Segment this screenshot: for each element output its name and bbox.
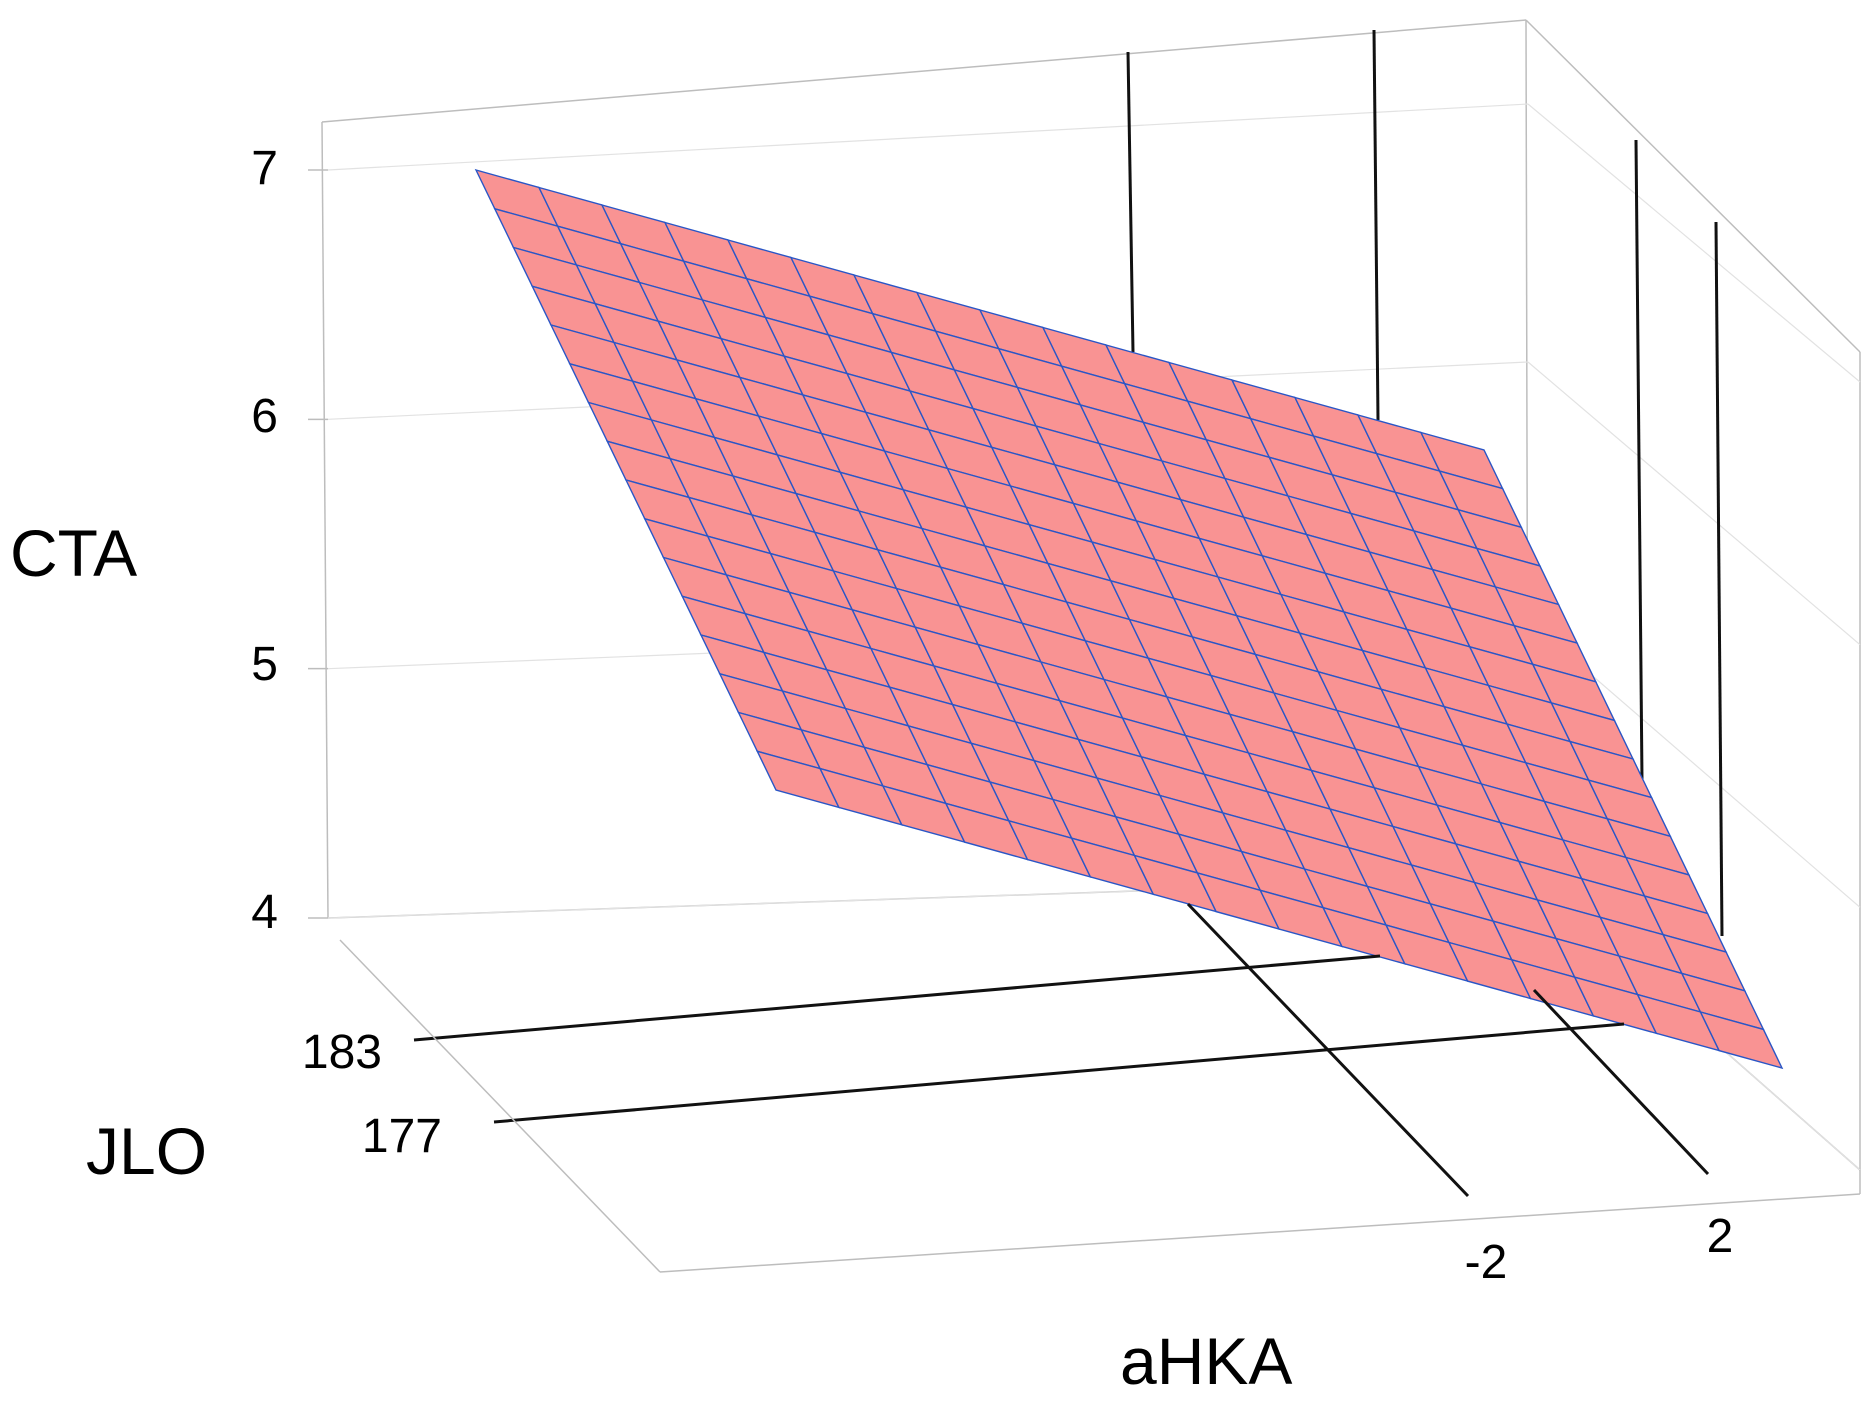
reference-line — [1532, 988, 1710, 1176]
plot-box-front — [339, 939, 1861, 1273]
box-edge — [1525, 19, 1861, 353]
reference-line — [1714, 221, 1724, 937]
z-gridline — [1527, 361, 1861, 646]
y-axis-label: JLO — [86, 1114, 207, 1188]
x-tick-label: -2 — [1465, 1236, 1508, 1289]
z-gridline — [327, 103, 1529, 171]
box-edge — [659, 1193, 1861, 1273]
x-tick-label: 2 — [1707, 1210, 1734, 1263]
reference-line — [493, 1022, 1625, 1124]
reference-line — [1186, 902, 1470, 1198]
surface-cell — [1699, 1010, 1784, 1070]
box-edge — [339, 939, 661, 1273]
reference-line — [1126, 51, 1135, 353]
z-tick-label: 5 — [251, 638, 278, 691]
reference-line — [1634, 139, 1644, 781]
reference-line — [413, 954, 1381, 1042]
x-axis-label: aHKA — [1120, 1324, 1292, 1398]
fitted-surface — [474, 168, 1784, 1070]
z-gridline — [1527, 103, 1861, 383]
box-edge — [321, 121, 329, 919]
y-tick-label: 183 — [302, 1026, 382, 1079]
reference-line — [1372, 29, 1380, 421]
reference-lines-back — [1126, 29, 1724, 937]
reference-lines-front — [413, 902, 1710, 1198]
z-tick-label: 6 — [251, 390, 278, 443]
z-axis-label: CTA — [10, 516, 137, 590]
box-edge — [321, 19, 1527, 123]
z-tick-label: 7 — [251, 142, 278, 195]
z-tick-label: 4 — [251, 886, 278, 939]
y-tick-label: 177 — [362, 1110, 442, 1163]
